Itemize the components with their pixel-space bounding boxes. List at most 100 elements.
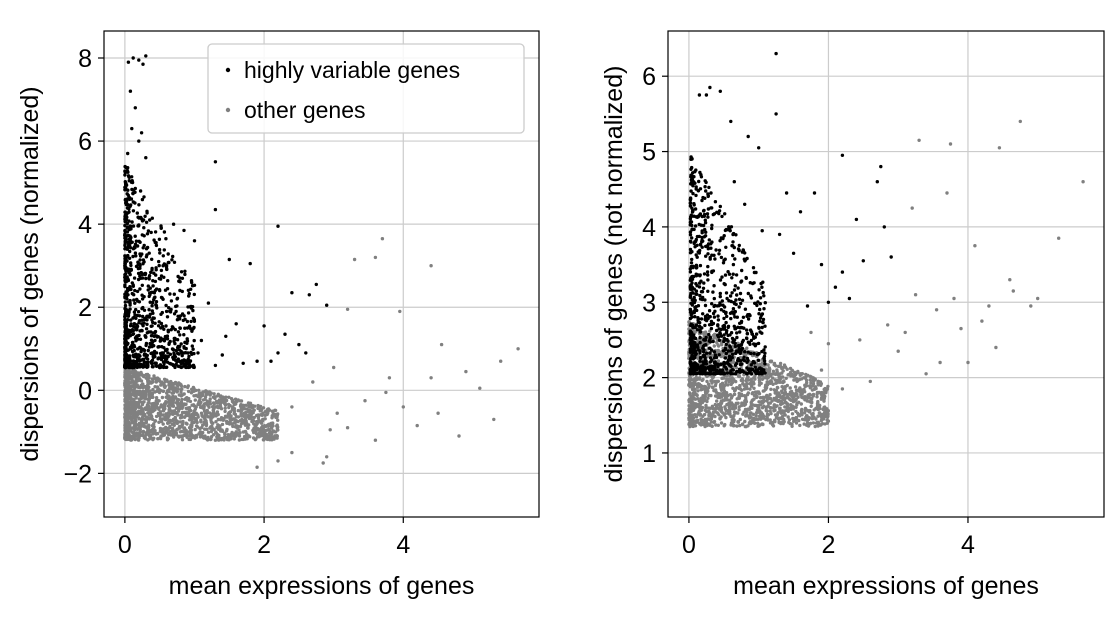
data-point [708,238,711,241]
data-point [147,284,150,287]
data-point [819,423,822,426]
data-point [175,363,178,366]
data-point [173,261,176,264]
data-point [186,320,189,323]
data-point [164,412,167,415]
data-point [710,227,713,230]
data-point [170,299,173,302]
data-point [706,212,709,215]
data-point [142,400,145,403]
data-point [792,375,795,378]
data-point [133,388,136,391]
data-point [164,402,167,405]
data-point [242,362,245,365]
data-point [706,290,709,293]
data-point [162,254,165,257]
data-point [259,409,262,412]
data-point [201,423,204,426]
data-point [734,380,737,383]
data-point [752,397,755,400]
data-point [178,326,181,329]
data-point [175,349,178,352]
data-point [748,382,751,385]
data-point [717,252,720,255]
data-point [158,251,161,254]
data-point [137,139,140,142]
data-point [720,395,723,398]
data-point [952,297,955,300]
data-point [123,416,126,419]
data-point [227,396,230,399]
data-point [731,240,734,243]
data-point [789,386,792,389]
data-point [129,318,132,321]
data-point [144,54,147,57]
data-point [689,198,692,201]
data-point [128,301,131,304]
data-point [200,339,203,342]
data-point [187,289,190,292]
data-point [723,282,726,285]
data-point [695,393,698,396]
data-point [225,399,228,402]
data-point [197,389,200,392]
data-point [701,406,704,409]
data-point [168,292,171,295]
data-point [144,353,147,356]
data-point [138,400,141,403]
data-point [1057,237,1060,240]
data-point [745,410,748,413]
data-point [705,400,708,403]
data-point [693,326,696,329]
data-point [966,361,969,364]
data-point [749,422,752,425]
data-point [215,426,218,429]
data-point [135,265,138,268]
data-point [129,224,132,227]
data-point [183,392,186,395]
data-point [818,391,821,394]
data-point [169,396,172,399]
data-point [800,396,803,399]
data-point [177,435,180,438]
data-point [127,381,130,384]
data-point [183,273,186,276]
data-point [798,388,801,391]
data-point [141,62,144,65]
data-point [268,434,271,437]
data-point [131,333,134,336]
data-point [464,370,467,373]
data-point [216,405,219,408]
data-point [755,332,758,335]
data-point [734,310,737,313]
data-point [221,423,224,426]
data-point [841,387,844,390]
data-point [146,331,149,334]
data-point [695,284,698,287]
data-point [742,327,745,330]
data-point [130,427,133,430]
data-point [904,331,907,334]
data-point [139,338,142,341]
data-point [161,396,164,399]
data-point [214,439,217,442]
data-point [186,351,189,354]
data-point [689,204,692,207]
data-point [810,412,813,415]
data-point [257,414,260,417]
data-point [762,405,765,408]
data-point [138,434,141,437]
data-point [689,240,692,243]
data-point [745,361,748,364]
data-point [152,425,155,428]
data-point [139,397,142,400]
data-point [124,312,127,315]
data-point [255,422,258,425]
data-point [150,258,153,261]
data-point [735,293,738,296]
data-point [762,307,765,310]
data-point [131,401,134,404]
data-point [794,385,797,388]
data-point [346,426,349,429]
data-point [827,342,830,345]
